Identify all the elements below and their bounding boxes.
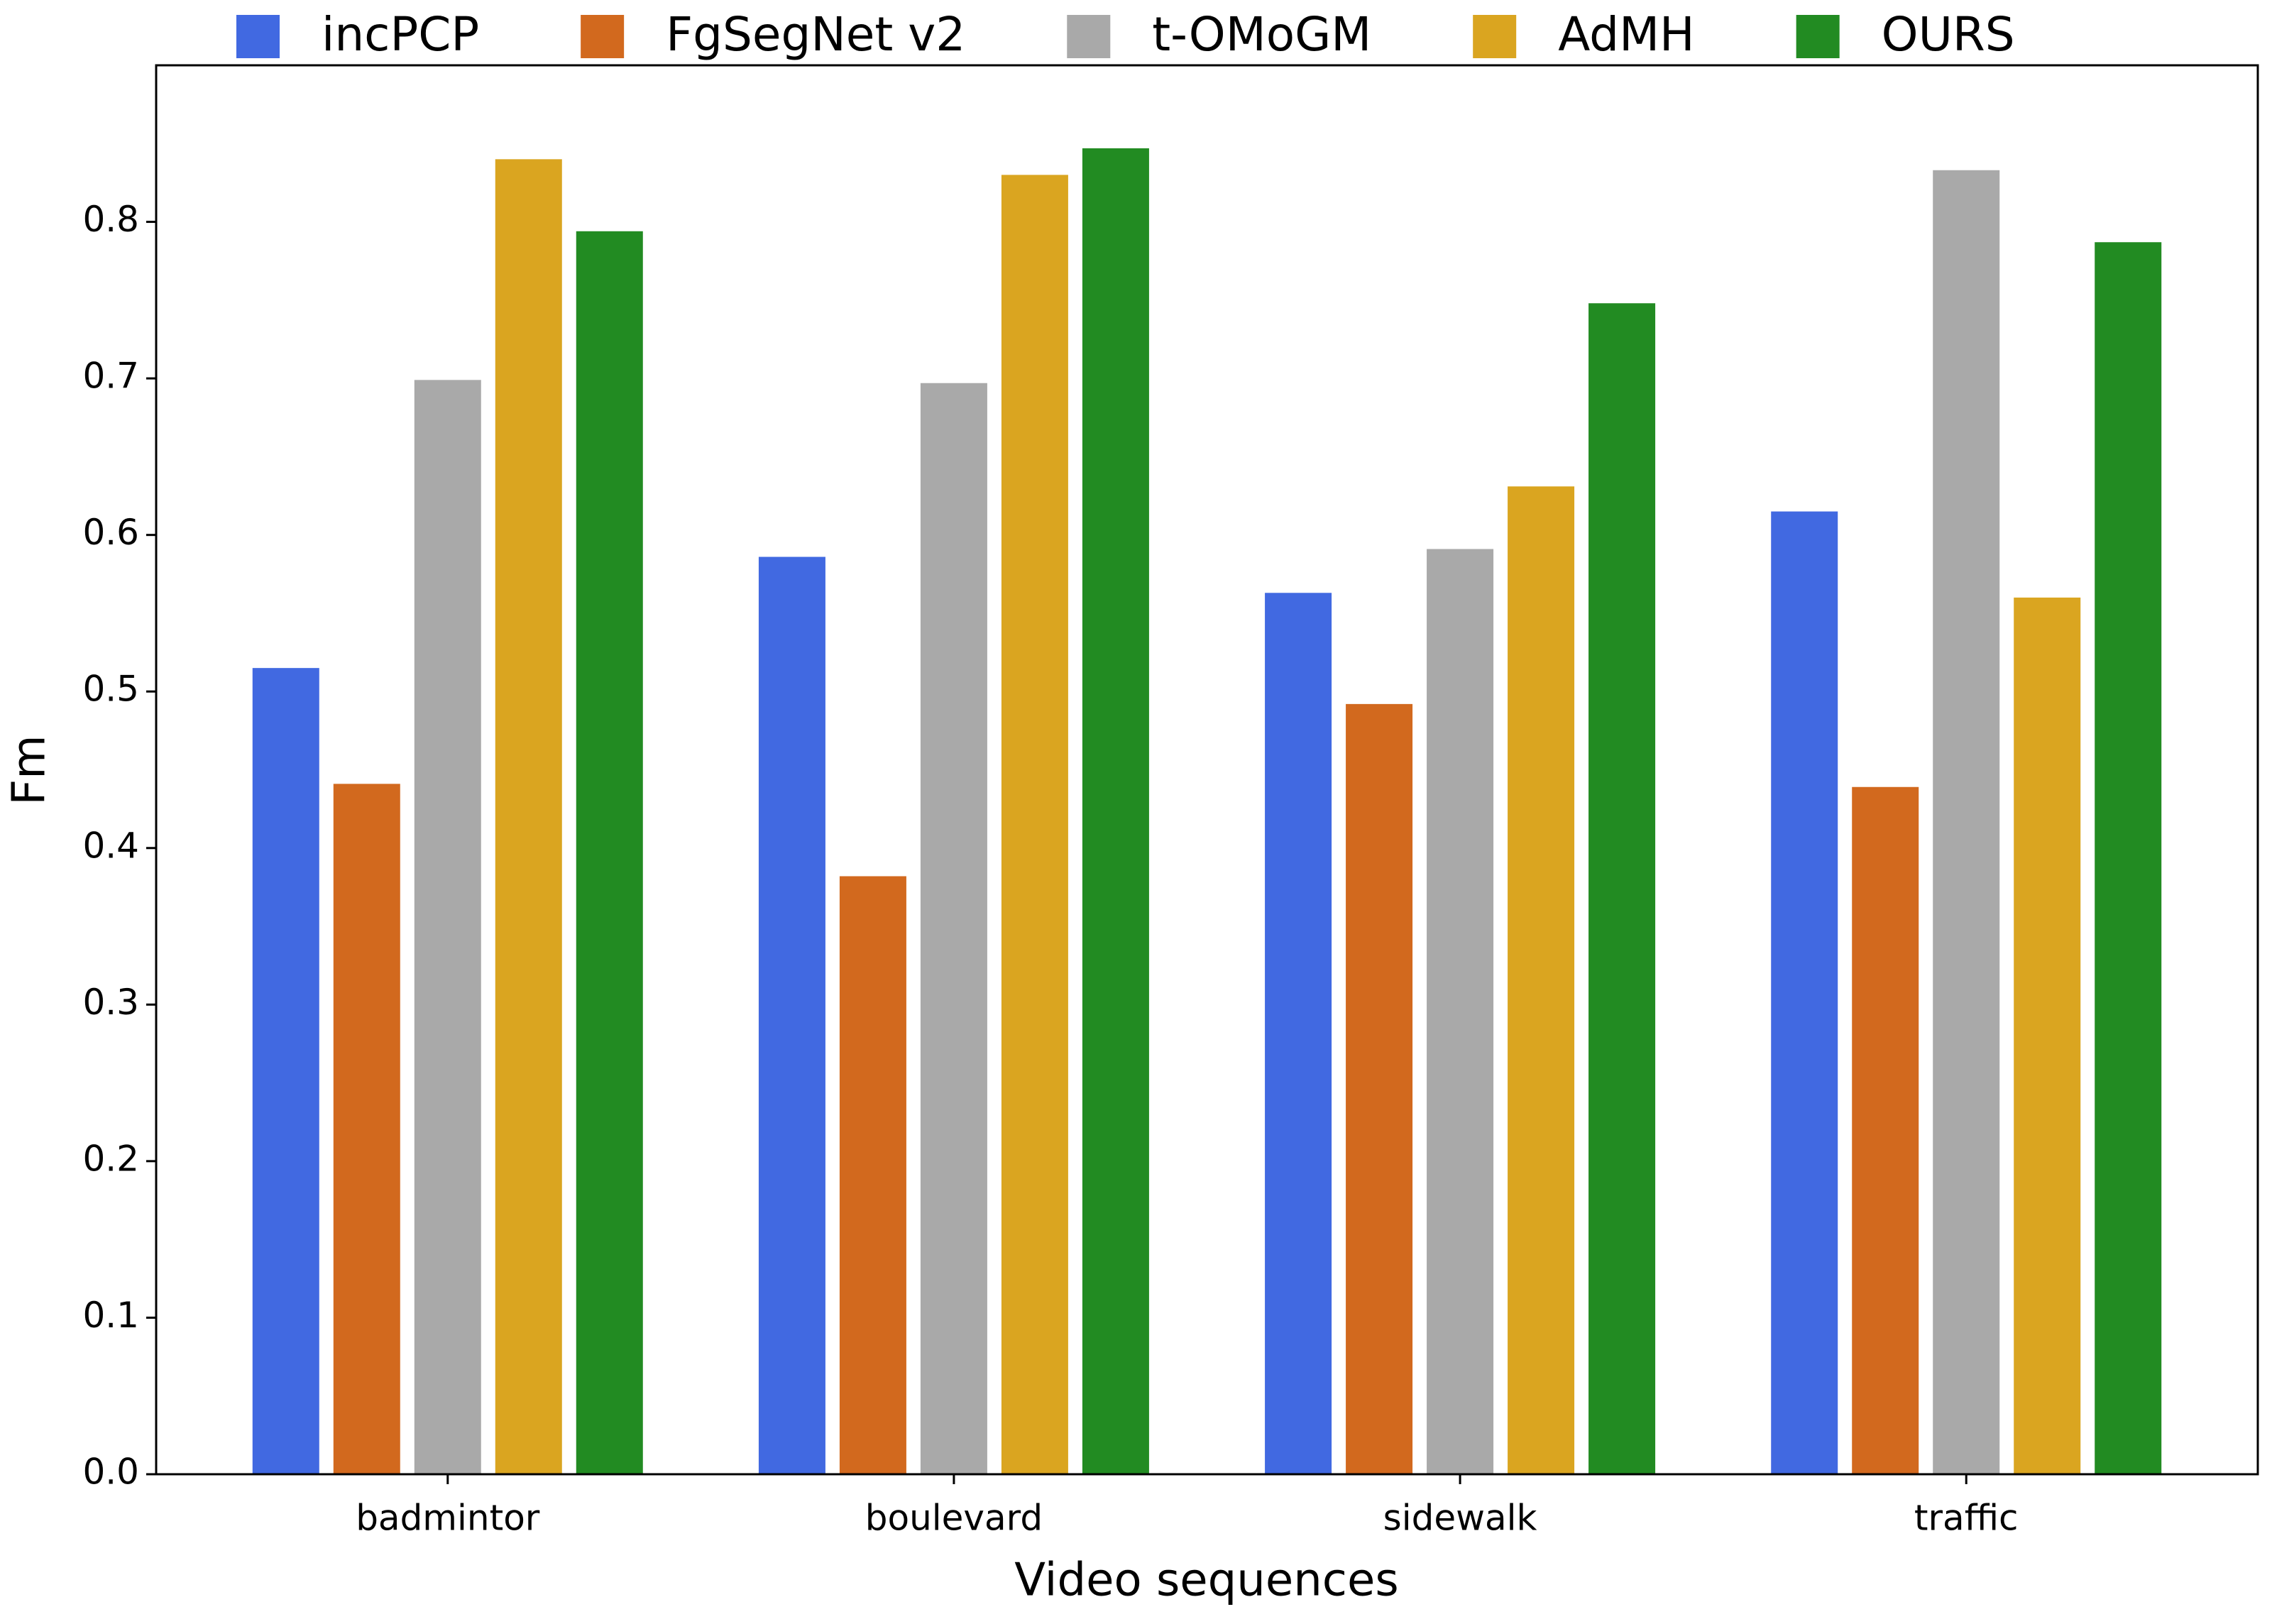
legend-label: FgSegNet v2 [666,7,965,62]
bar [1852,786,1919,1474]
bar [1346,703,1413,1474]
legend-label: OURS [1882,7,2015,62]
bar [1082,148,1149,1475]
y-tick-label: 0.0 [82,1452,139,1493]
bar [758,556,825,1474]
bar [1001,175,1068,1474]
bar [1771,511,1838,1475]
x-tick-label: traffic [1914,1498,2019,1539]
y-tick-label: 0.7 [82,356,139,397]
y-tick-label: 0.1 [82,1295,139,1336]
y-axis-label: Fm [4,735,56,805]
y-tick-label: 0.2 [82,1138,139,1179]
y-tick-label: 0.3 [82,982,139,1023]
bar [920,383,987,1474]
bar [495,159,562,1474]
bar [1933,170,2000,1474]
bar [1588,303,1656,1475]
legend-swatch [236,15,280,58]
bar [576,231,643,1475]
bar [1265,593,1332,1474]
bar [2014,597,2081,1474]
y-tick-label: 0.6 [82,512,139,553]
y-tick-label: 0.8 [82,199,139,240]
bar [414,380,481,1474]
x-tick-label: badmintor [356,1498,540,1539]
legend-label: t-OMoGM [1152,7,1371,62]
y-tick-label: 0.5 [82,669,139,710]
legend-label: AdMH [1558,7,1694,62]
legend-swatch [1067,15,1111,58]
bar [2095,242,2162,1474]
x-tick-label: sidewalk [1383,1498,1537,1539]
bar [839,876,906,1474]
x-tick-label: boulevard [865,1498,1043,1539]
legend-swatch [581,15,625,58]
bar [1427,549,1494,1475]
x-axis-label: Video sequences [1014,1554,1398,1607]
plot-frame [155,64,2259,1476]
legend-swatch [1473,15,1517,58]
legend-swatch [1796,15,1840,58]
legend-label: incPCP [322,7,479,62]
bar [252,668,319,1474]
bar [1508,486,1575,1474]
bar [333,784,400,1474]
y-tick-label: 0.4 [82,825,139,866]
